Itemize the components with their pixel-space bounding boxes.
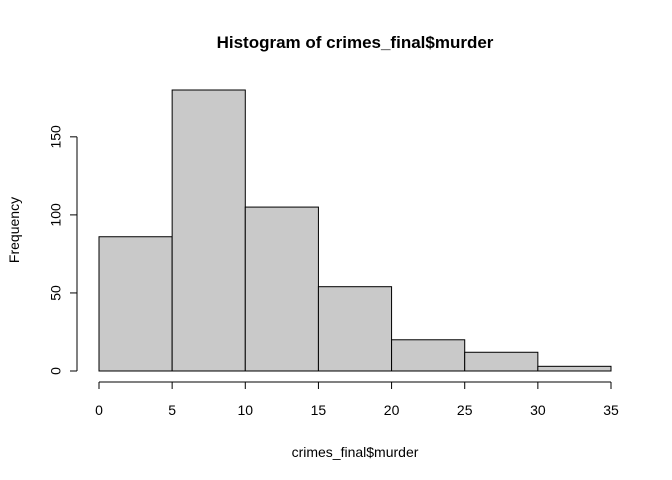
histogram-bars	[98, 89, 612, 372]
x-tick-label-2: 10	[237, 402, 253, 418]
y-tick-label-0: 0	[48, 367, 64, 375]
histogram-bar-3	[317, 286, 393, 372]
y-tick-label-1: 50	[48, 285, 64, 301]
histogram-bar-4	[391, 339, 466, 372]
x-tick-label-1: 5	[168, 402, 176, 418]
x-tick-label-6: 30	[530, 402, 546, 418]
histogram-bar-1	[171, 89, 246, 372]
x-tick-label-3: 15	[311, 402, 327, 418]
x-tick-label-7: 35	[603, 402, 619, 418]
histogram-bar-2	[244, 206, 319, 372]
x-tick-label-0: 0	[95, 402, 103, 418]
y-axis-ticks: 0 50 100 150	[48, 125, 77, 375]
y-tick-label-2: 100	[48, 203, 64, 227]
histogram-bar-6	[537, 365, 612, 372]
histogram-bar-0	[98, 236, 173, 372]
chart-title: Histogram of crimes_final$murder	[217, 33, 494, 52]
x-tick-label-5: 25	[457, 402, 473, 418]
y-tick-label-3: 150	[48, 125, 64, 149]
x-tick-label-4: 20	[384, 402, 400, 418]
y-axis-label: Frequency	[6, 197, 22, 263]
x-axis-ticks: 0 5 10 15 20 25 30 35	[95, 382, 619, 418]
histogram-bar-5	[464, 351, 539, 372]
x-axis-label: crimes_final$murder	[292, 444, 419, 460]
